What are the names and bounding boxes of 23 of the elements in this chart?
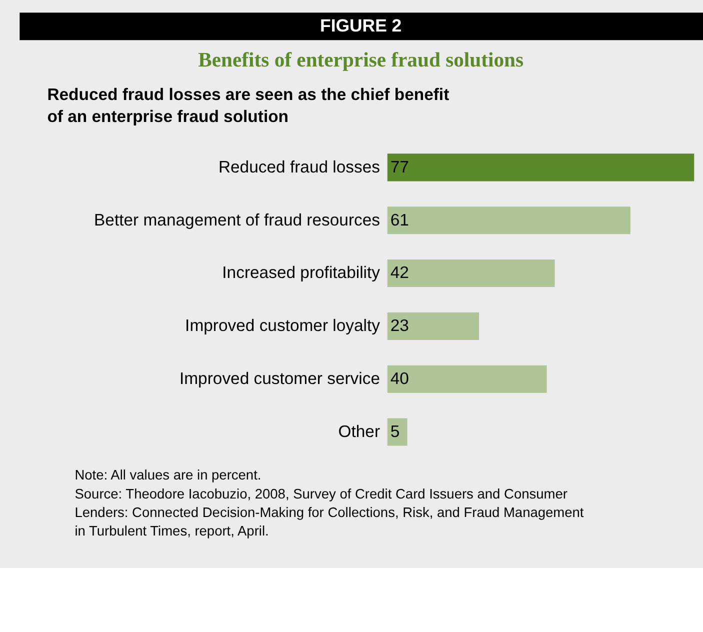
y-tick-label: Reduced fraud losses — [218, 157, 380, 176]
data-label: 61 — [390, 210, 409, 230]
y-tick-label: Improved customer loyalty — [185, 316, 381, 336]
chart-title: Benefits of enterprise fraud solutions — [198, 50, 524, 72]
bar — [387, 154, 694, 182]
bar — [387, 312, 480, 340]
data-label: 77 — [390, 157, 409, 176]
text: Reduced fraud losses are seen as the chief benefit of an enterprise fraud solution — [47, 85, 450, 126]
data-label: 5 — [390, 422, 400, 441]
text: Note: All values are in percent. — [74, 468, 262, 483]
bar — [387, 206, 630, 234]
y-tick-label: Better management of fraud resources — [94, 210, 380, 230]
caption: FIGURE 2 — [320, 15, 402, 36]
source-note: Source: Theodore Iacobuzio, 2008, Survey of Credit Card Issuers and Consumer Lenders: Connected Decision-Making for Collections, Risk, and Fraud Management in Turbulent Times, report, April. — [74, 486, 584, 539]
y-tick-label: Increased profitability — [222, 263, 381, 282]
bar — [387, 365, 547, 393]
y-tick-label: Improved customer service — [180, 369, 380, 388]
data-label: 23 — [390, 316, 409, 336]
y-tick-label: Other — [338, 422, 380, 441]
bar — [387, 418, 408, 446]
data-label: 42 — [390, 263, 409, 282]
data-label: 40 — [390, 369, 409, 388]
bar — [387, 260, 555, 288]
